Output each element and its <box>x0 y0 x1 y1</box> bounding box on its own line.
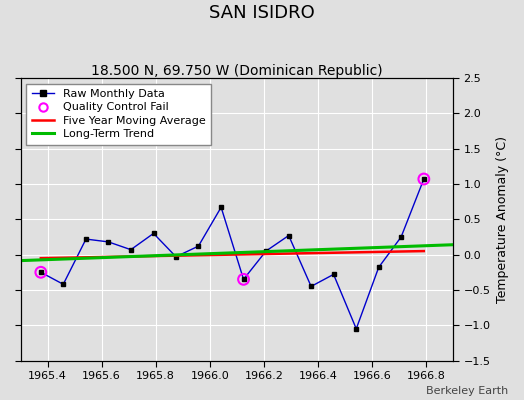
Point <box>239 276 248 282</box>
Point <box>37 269 45 276</box>
Text: SAN ISIDRO: SAN ISIDRO <box>209 4 315 22</box>
Title: 18.500 N, 69.750 W (Dominican Republic): 18.500 N, 69.750 W (Dominican Republic) <box>91 64 383 78</box>
Y-axis label: Temperature Anomaly (°C): Temperature Anomaly (°C) <box>496 136 509 303</box>
Text: Berkeley Earth: Berkeley Earth <box>426 386 508 396</box>
Point <box>420 176 428 182</box>
Legend: Raw Monthly Data, Quality Control Fail, Five Year Moving Average, Long-Term Tren: Raw Monthly Data, Quality Control Fail, … <box>26 84 211 145</box>
